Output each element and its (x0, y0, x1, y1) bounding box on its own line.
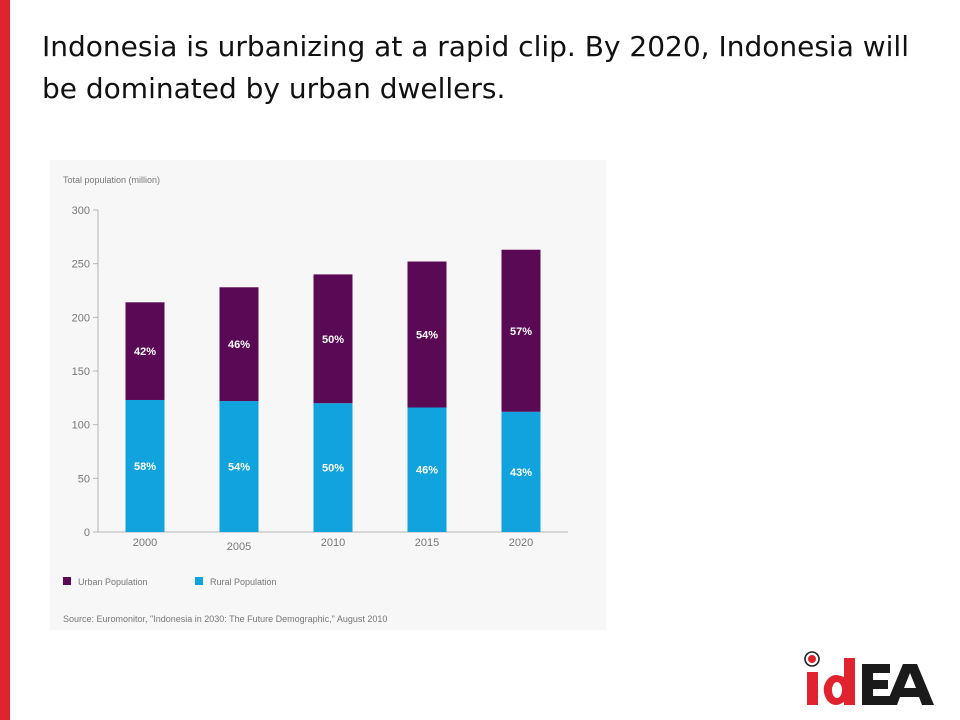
x-tick-label: 2015 (415, 537, 439, 549)
data-label-urban: 50% (322, 334, 344, 346)
legend-swatch (195, 577, 203, 585)
bar-rural (125, 399, 165, 532)
idea-logo-graphic (804, 651, 934, 705)
slide-title: Indonesia is urbanizing at a rapid clip.… (42, 30, 909, 105)
y-tick-label: 150 (72, 366, 90, 378)
data-label-urban: 54% (416, 330, 438, 342)
bar-urban (219, 287, 259, 402)
record-circle-icon (804, 651, 820, 667)
y-axis-label: Total population (million) (63, 175, 160, 185)
idea-logo (800, 650, 950, 710)
data-label-rural: 54% (228, 462, 250, 474)
legend-label: Urban Population (78, 577, 148, 587)
x-tick-label: 2005 (227, 541, 251, 553)
bar-urban (125, 302, 165, 400)
y-tick-label: 50 (78, 473, 90, 485)
x-tick-label: 2010 (321, 537, 345, 549)
chart-source-note: Source: Euromonitor, "Indonesia in 2030:… (63, 614, 387, 624)
x-tick-label: 2000 (133, 537, 157, 549)
data-label-urban: 46% (228, 339, 250, 351)
data-label-urban: 42% (134, 346, 156, 358)
bar-urban (501, 249, 541, 412)
bar-rural (407, 407, 447, 532)
y-tick-label: 0 (84, 527, 90, 539)
accent-bar (0, 0, 10, 720)
y-tick-label: 250 (72, 259, 90, 271)
bar-rural (501, 411, 541, 532)
data-label-rural: 50% (322, 463, 344, 475)
data-label-urban: 57% (510, 326, 532, 338)
legend-swatch (63, 577, 71, 585)
bar-urban (313, 274, 353, 404)
data-label-rural: 58% (134, 461, 156, 473)
chart-panel: Total population (million) 0 50 100 150 200 25… (50, 160, 606, 630)
bar-rural (219, 401, 259, 532)
bar-rural (313, 403, 353, 532)
bar-urban (407, 261, 447, 408)
legend-label: Rural Population (210, 577, 277, 587)
y-tick-label: 100 (72, 420, 90, 432)
y-tick-label: 200 (72, 312, 90, 324)
x-tick-label: 2020 (509, 537, 533, 549)
y-tick-label: 300 (72, 205, 90, 217)
data-label-rural: 43% (510, 467, 532, 479)
data-label-rural: 46% (416, 465, 438, 477)
stacked-bar-chart: Total population (million) 0 50 100 150 200 25… (63, 175, 568, 624)
